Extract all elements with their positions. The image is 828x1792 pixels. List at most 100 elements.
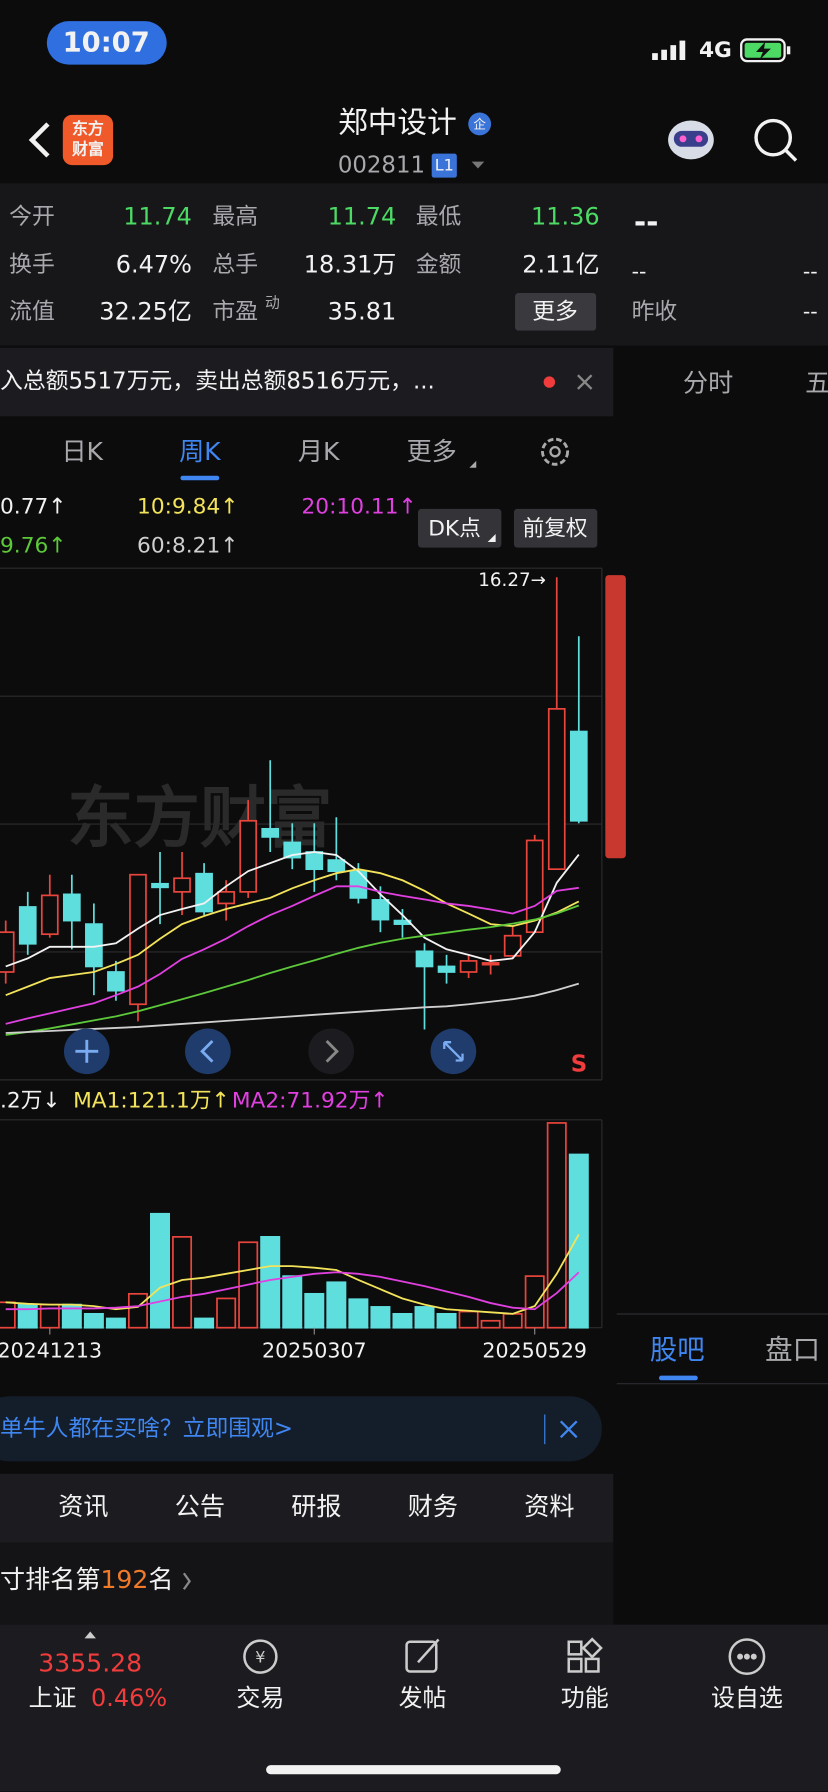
candle-body [371, 899, 390, 921]
nav-icons[interactable]: ¥ [243, 1637, 766, 1676]
badge-text: 企 [473, 117, 486, 132]
volume-bar [282, 1275, 303, 1329]
info-tab[interactable]: 资讯 [58, 1492, 108, 1521]
network: 4G [699, 38, 732, 63]
banner-close[interactable] [559, 1420, 578, 1439]
side-tab[interactable]: 盘口 [765, 1335, 820, 1366]
volume-bar [0, 1301, 16, 1329]
volume-bar [83, 1312, 104, 1329]
ticker-text[interactable]: 入总额5517万元，卖出总额8516万元，... [0, 369, 435, 395]
quote-label: 市盈 [212, 299, 258, 325]
chart-controls[interactable] [63, 1028, 477, 1075]
quote-label: 最高 [212, 204, 258, 230]
candle-body [151, 882, 169, 889]
ma-line [5, 868, 580, 997]
quote-value: 32.25亿 [99, 297, 192, 325]
volume-bar [502, 1312, 523, 1329]
k-tab[interactable]: 日K [61, 437, 103, 466]
index-value[interactable]: 3355.28 [38, 1649, 142, 1678]
robot-icon[interactable] [668, 120, 714, 160]
search-icon[interactable] [754, 118, 798, 162]
more-button[interactable] [515, 292, 597, 331]
quote-sup: 动 [265, 294, 280, 311]
signal-mark: S [571, 1052, 587, 1078]
nav-label[interactable]: 设自选 [711, 1684, 783, 1712]
candle-body [569, 730, 588, 822]
quote-value: 11.74 [123, 203, 192, 231]
info-tab[interactable]: 财务 [408, 1492, 458, 1521]
info-tab[interactable]: 公告 [175, 1492, 225, 1521]
adjust-button-text[interactable]: 前复权 [523, 516, 588, 541]
k-tab-active[interactable]: 周K [179, 437, 221, 466]
volume-bar [392, 1312, 413, 1329]
nav-label[interactable]: 发帖 [399, 1684, 447, 1712]
ma-label: 60:8.21↑ [137, 534, 238, 559]
side-tab[interactable]: 五 [805, 368, 828, 397]
candle-body [129, 873, 147, 1006]
level-badge [431, 153, 457, 178]
quote-grid: 今开 11.74 最高 11.74 最低 11.36 换手 6.47% 总手 18.31万 金额 2.… [9, 203, 599, 326]
side-tab-active[interactable]: 股吧 [650, 1335, 705, 1366]
side-value: -- [634, 205, 659, 240]
quote-value: 11.36 [531, 203, 600, 231]
candle-body [437, 965, 456, 973]
prev-close-label: 昨收 [632, 299, 678, 325]
ma-line [5, 851, 580, 968]
back-button[interactable] [28, 122, 50, 158]
ticker-bar [0, 347, 614, 417]
candle-body [261, 827, 280, 838]
plot: 20241213 20250307 20250529 [0, 577, 589, 1363]
nav-label[interactable]: 交易 [236, 1684, 284, 1712]
x-tick-label: 20241213 [0, 1339, 102, 1363]
side-tab[interactable]: 分时 [683, 368, 733, 397]
more-button-text[interactable]: 更多 [532, 299, 578, 325]
candle-body [349, 870, 368, 899]
banner[interactable] [0, 1396, 602, 1462]
expand-arrow[interactable] [84, 1631, 96, 1639]
k-tab[interactable]: 月K [298, 437, 340, 466]
quote-value: 2.11亿 [522, 251, 599, 279]
candle-body [40, 894, 59, 936]
rank-prefix: 寸排名第 [0, 1565, 100, 1594]
info-tab[interactable]: 资料 [524, 1492, 574, 1521]
settings-icon[interactable] [541, 437, 570, 466]
level-text: L1 [435, 156, 454, 175]
quote-panel [0, 183, 828, 346]
candle-body [239, 819, 258, 893]
chart-frame [0, 567, 603, 1329]
volume-bar [326, 1281, 347, 1329]
ticker-dot [543, 376, 556, 388]
ma-label: 0.77↑ [0, 495, 66, 520]
quote-label: 流值 [9, 299, 55, 325]
index-name[interactable]: 上证 [29, 1684, 77, 1712]
dropdown-arrow[interactable] [471, 161, 485, 169]
quote-value: 11.74 [328, 203, 397, 231]
volume-bar [436, 1312, 457, 1329]
volume-labels: .2万↓ MA1:121.1万↑ MA2:71.92万↑ [0, 1089, 388, 1114]
index-change[interactable]: 0.46% [91, 1684, 167, 1712]
ma-line [5, 1271, 580, 1311]
rank-text[interactable]: 寸排名第192名 [0, 1565, 173, 1594]
dk-button[interactable] [417, 508, 502, 548]
quote-value: 6.47% [116, 251, 192, 279]
info-tab-row: 资讯 公告 研报 财务 资料 [58, 1492, 574, 1521]
quote-label: 今开 [9, 204, 55, 230]
logo-text: 东方 [72, 119, 104, 138]
close-icon[interactable] [577, 374, 593, 390]
info-tab[interactable]: 研报 [291, 1492, 341, 1521]
candle-body [217, 890, 235, 905]
volume-ma-label: MA1:121.1万↑ [73, 1089, 230, 1114]
adjust-button[interactable] [513, 508, 598, 548]
candle-body [107, 971, 125, 992]
volume-bar [414, 1306, 435, 1329]
k-tab[interactable]: 更多 [407, 437, 457, 466]
nav-label[interactable]: 功能 [561, 1684, 609, 1712]
rank-row [0, 1542, 614, 1625]
quote-label: 总手 [212, 252, 258, 278]
candle-body [481, 962, 500, 966]
dk-button-text[interactable]: DK点 [428, 516, 481, 541]
candle-body [459, 960, 478, 973]
candle-body [62, 893, 81, 922]
x-tick-label: 20250307 [262, 1339, 367, 1363]
banner-text[interactable]: 单牛人都在买啥？立即围观> [0, 1416, 293, 1442]
